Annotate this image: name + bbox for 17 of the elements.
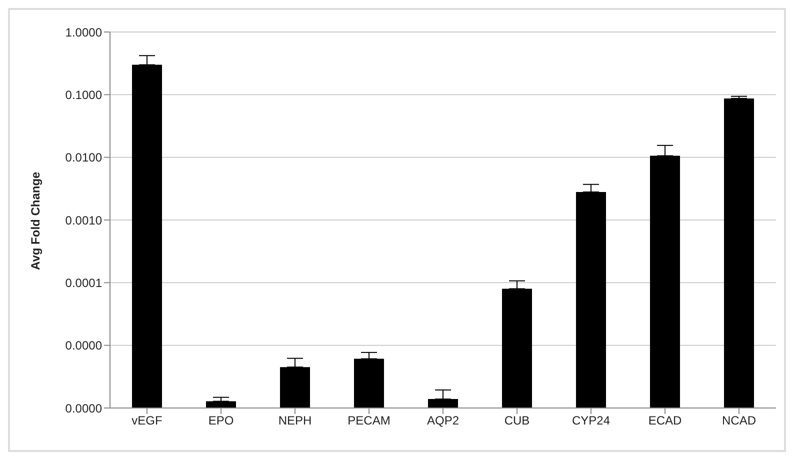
x-tick-label: AQP2 [426,414,460,428]
x-tick-label: NCAD [722,414,756,428]
x-tick-label: CYP24 [572,414,610,428]
y-tick-label: 0.0100 [65,150,102,165]
x-tick-label: NEPH [278,414,312,428]
y-tick-label: 0.0000 [65,338,102,353]
y-tick-label: 0.0001 [65,276,102,290]
x-tick-label: CUB [504,414,530,428]
y-tick-label: 1.0000 [65,25,102,40]
y-axis-title: Avg Fold Change [28,171,42,270]
x-tick-label: EPO [208,414,234,428]
y-tick-label: 0.0000 [65,401,102,416]
y-tick-label: 0.1000 [65,88,102,102]
x-tick-label: vEGF [132,414,162,428]
x-tick-label: PECAM [348,414,390,428]
y-tick-label: 0.0010 [65,213,102,228]
x-tick-label: ECAD [648,414,682,428]
